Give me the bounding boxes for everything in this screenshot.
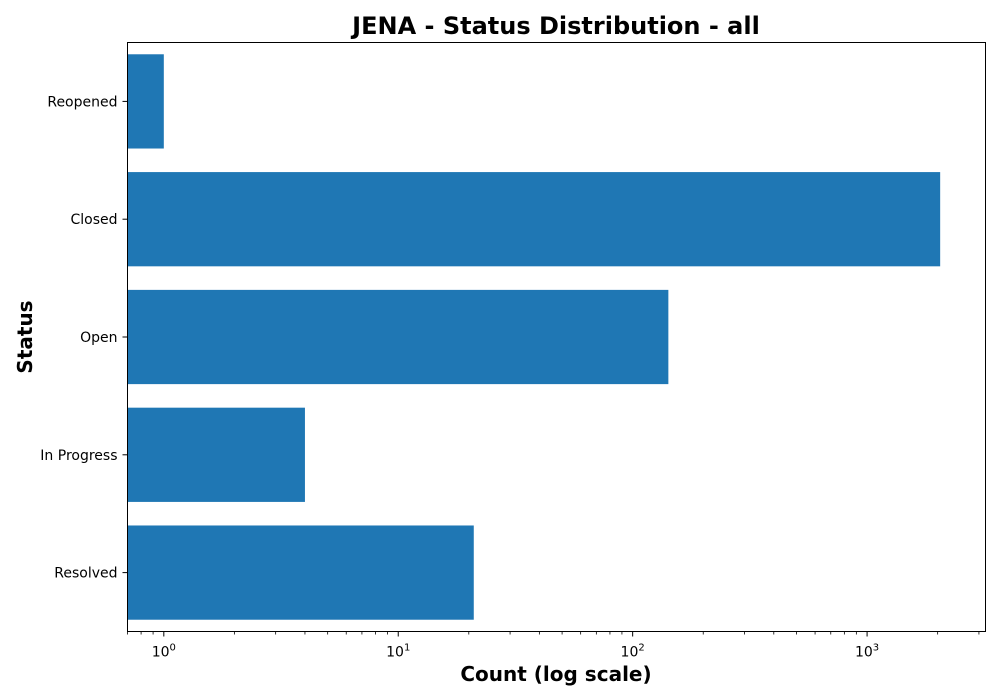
- bar-resolved: [128, 525, 474, 619]
- y-tick-label: In Progress: [40, 448, 117, 464]
- y-tick-label: Reopened: [47, 94, 117, 110]
- bar-reopened: [128, 54, 164, 148]
- bar-closed: [128, 172, 941, 266]
- chart-title: JENA - Status Distribution - all: [350, 12, 760, 40]
- y-tick-label: Resolved: [54, 566, 117, 582]
- bar-open: [128, 290, 669, 384]
- y-tick-label: Open: [80, 330, 117, 346]
- x-axis-label: Count (log scale): [460, 662, 651, 686]
- bar-in-progress: [128, 408, 305, 502]
- y-axis-label: Status: [13, 300, 37, 373]
- y-tick-label: Closed: [70, 212, 117, 228]
